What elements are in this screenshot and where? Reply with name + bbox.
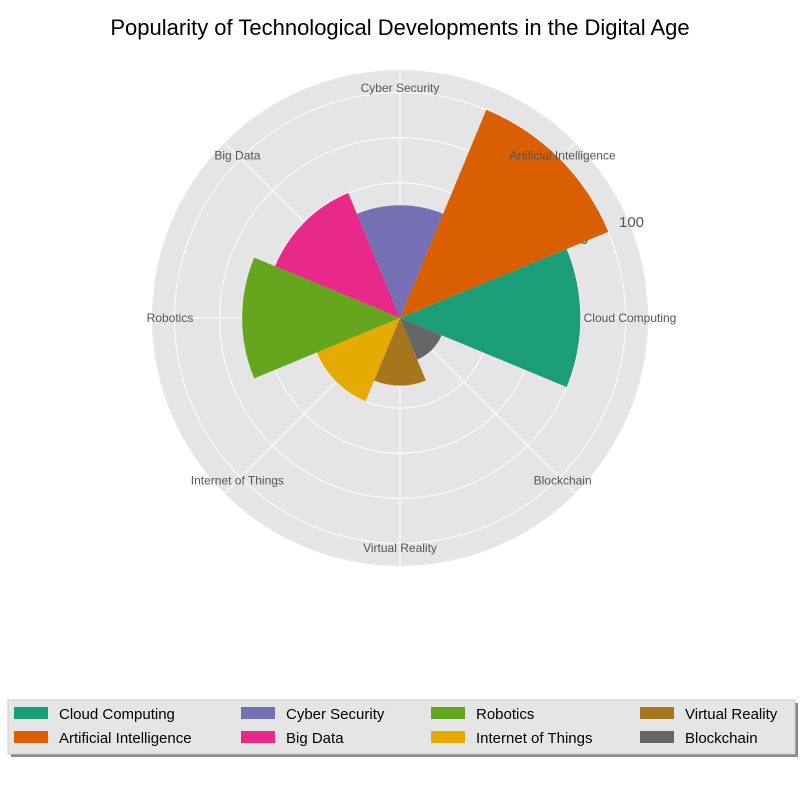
category-label: Artificial Intelligence — [510, 148, 616, 162]
legend-swatch — [431, 707, 465, 719]
legend-entry-label: Artificial Intelligence — [59, 730, 192, 747]
bar-blockchain — [400, 318, 442, 360]
bar-virtual-reality — [374, 318, 426, 386]
legend-swatch — [640, 731, 674, 743]
legend-entry-label: Internet of Things — [476, 730, 592, 747]
legend-swatch — [14, 731, 48, 743]
legend-entry-label: Blockchain — [685, 730, 758, 747]
category-label: Robotics — [147, 311, 194, 325]
legend-entry-label: Virtual Reality — [685, 706, 778, 723]
legend-entry-label: Cyber Security — [286, 706, 385, 723]
category-label: Internet of Things — [191, 474, 284, 488]
legend-swatch — [241, 707, 275, 719]
bar-internet-of-things — [316, 318, 400, 402]
bar-big-data — [275, 193, 400, 318]
category-label: Blockchain — [534, 474, 592, 488]
radial-tick-label: 100 — [619, 214, 644, 231]
legend-swatch — [640, 707, 674, 719]
legend-entry-label: Big Data — [286, 730, 344, 747]
bar-artificial-intelligence — [400, 109, 609, 319]
legend-entry-label: Cloud Computing — [59, 706, 175, 723]
chart-title: Popularity of Technological Developments… — [110, 15, 689, 40]
category-label: Cyber Security — [361, 81, 440, 95]
legend-entry-label: Robotics — [476, 706, 534, 723]
legend-swatch — [14, 707, 48, 719]
category-label: Virtual Reality — [363, 541, 437, 555]
legend: Cloud Computing Artificial Intelligence Cy… — [7, 699, 798, 757]
legend-swatch — [431, 731, 465, 743]
category-label: Cloud Computing — [584, 311, 677, 325]
bar-cloud-computing — [400, 248, 581, 388]
bar-robotics — [242, 257, 400, 379]
bar-cyber-security — [356, 205, 444, 318]
legend-swatch — [241, 731, 275, 743]
category-label: Big Data — [214, 148, 260, 162]
